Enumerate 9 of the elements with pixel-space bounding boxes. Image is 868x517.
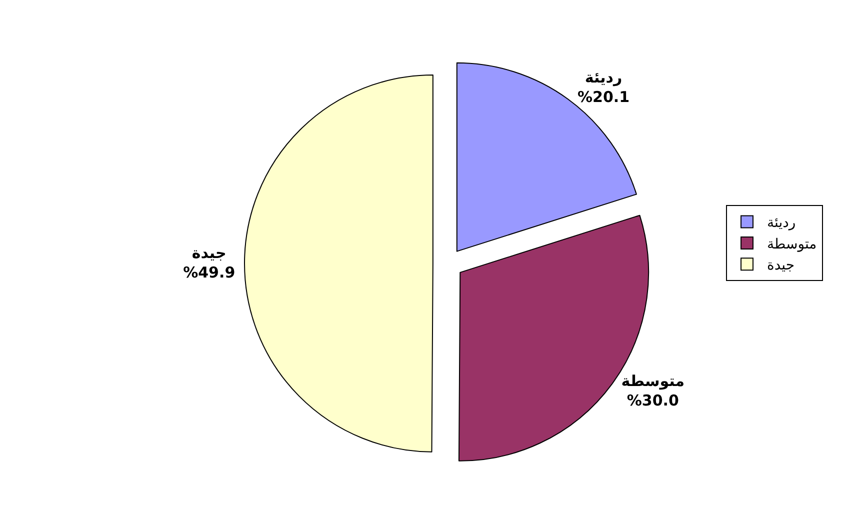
data-label: %30.0 [626, 391, 679, 410]
slice-label: رديئة [584, 68, 622, 86]
slice-label: متوسطة [621, 372, 685, 390]
data-label: %20.1 [578, 88, 630, 106]
data-label: %49.9 [183, 264, 236, 282]
legend-label: رديئة [767, 215, 796, 232]
slice-label: جيدة [192, 244, 226, 262]
legend-label: متوسطة [767, 236, 817, 252]
legend-label: جيدة [767, 258, 795, 274]
